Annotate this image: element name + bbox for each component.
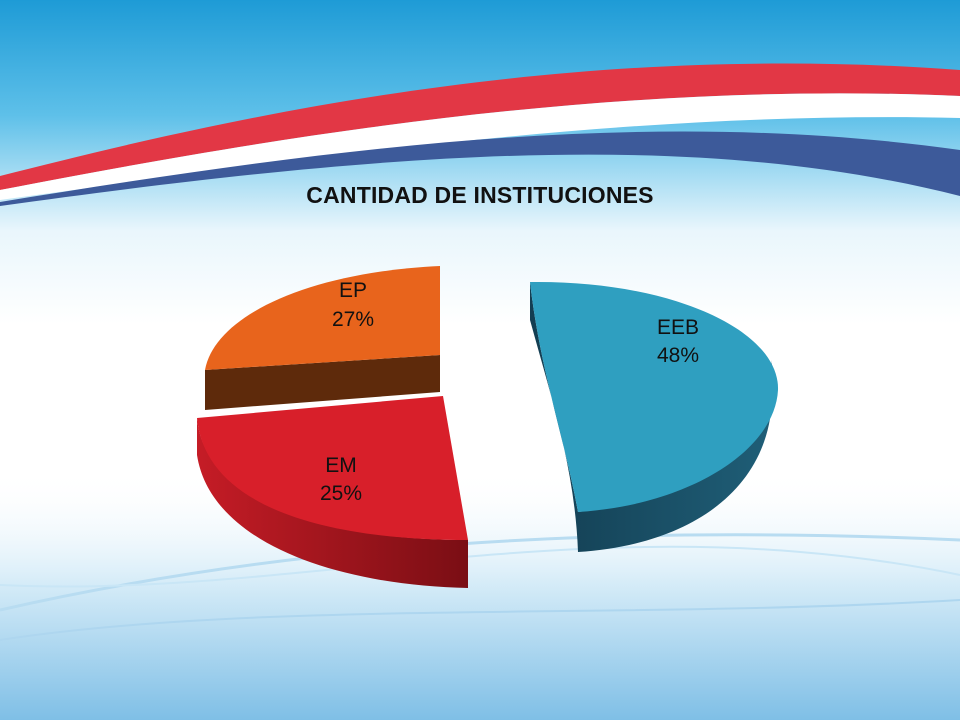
slice-ep-top xyxy=(205,266,440,370)
slice-ep[interactable] xyxy=(205,266,440,410)
pie-chart: EEB 48% EM 25% EP 27% xyxy=(197,266,779,588)
chart-title: CANTIDAD DE INSTITUCIONES xyxy=(306,182,654,208)
label-ep-percent: 27% xyxy=(332,308,374,331)
slice-em-side xyxy=(197,418,468,588)
slice-em[interactable] xyxy=(197,396,468,588)
label-ep-name: EP xyxy=(339,279,367,302)
background-wave-3 xyxy=(0,599,960,641)
stripe-blue xyxy=(0,131,960,206)
stripe-white xyxy=(0,93,960,200)
label-eeb-percent: 48% xyxy=(657,344,699,367)
label-eeb-name: EEB xyxy=(657,316,699,339)
slice-eeb[interactable] xyxy=(530,281,779,552)
slice-eeb-side xyxy=(530,282,772,552)
label-em-percent: 25% xyxy=(320,482,362,505)
background-bottom-glow xyxy=(0,470,960,720)
slice-em-top xyxy=(197,396,468,540)
slice-eeb-top xyxy=(530,281,779,512)
label-em-name: EM xyxy=(325,454,357,477)
slice-ep-side xyxy=(205,355,440,410)
stripe-red xyxy=(0,63,960,190)
